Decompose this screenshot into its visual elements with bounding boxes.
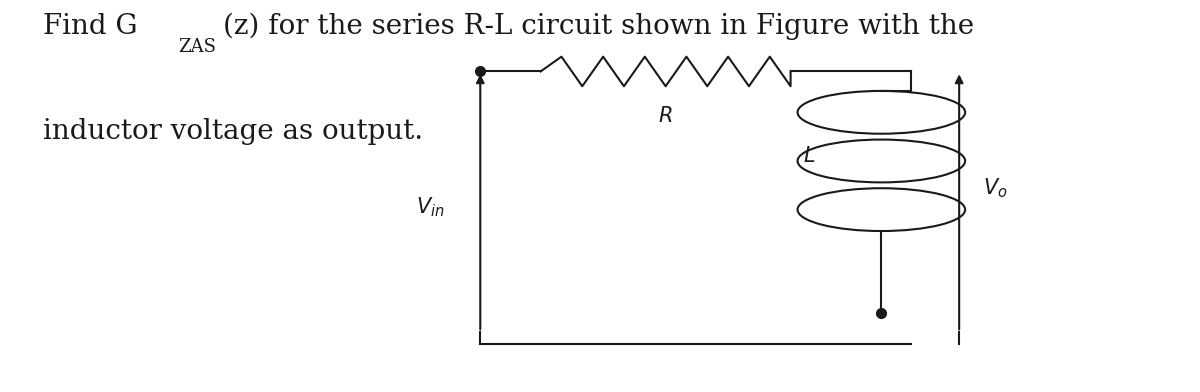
Text: $L$: $L$ bbox=[803, 146, 816, 166]
Text: ZAS: ZAS bbox=[179, 38, 216, 56]
Text: Find G: Find G bbox=[43, 13, 138, 40]
Text: (z) for the series R-L circuit shown in Figure with the: (z) for the series R-L circuit shown in … bbox=[223, 13, 974, 40]
Text: inductor voltage as output.: inductor voltage as output. bbox=[43, 118, 424, 145]
Text: $V_{in}$: $V_{in}$ bbox=[415, 196, 444, 220]
Text: $R$: $R$ bbox=[659, 107, 673, 127]
Text: $V_o$: $V_o$ bbox=[983, 176, 1008, 200]
